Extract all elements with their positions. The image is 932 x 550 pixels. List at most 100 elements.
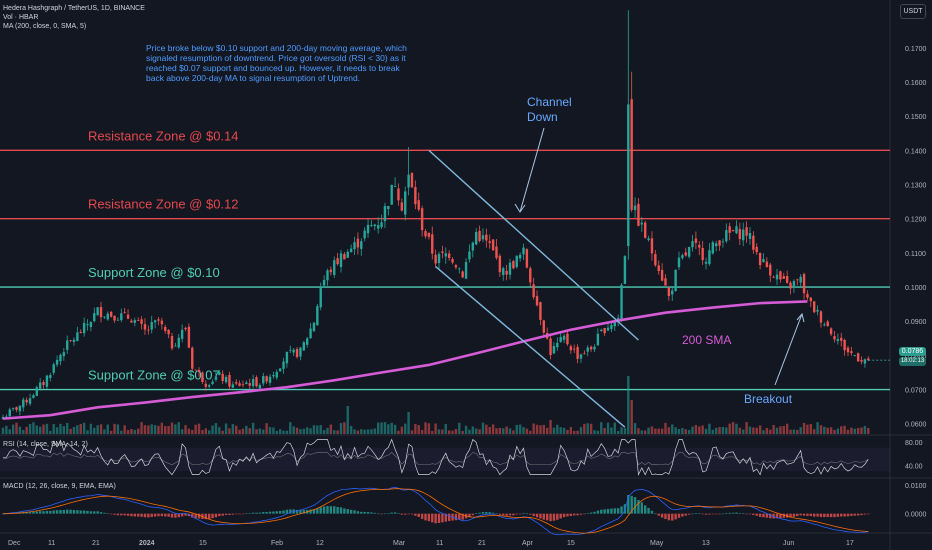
macd-hist-bar (164, 513, 167, 517)
volume-bar (25, 426, 28, 434)
candle-body (160, 320, 164, 325)
macd-hist-bar (779, 513, 782, 519)
macd-hist-bar (850, 513, 853, 516)
ma-legend: MA (200, close, 0, SMA, 5) (3, 23, 87, 30)
sma-label: 200 SMA (682, 333, 731, 347)
macd-hist-bar (583, 513, 586, 515)
candle-body (731, 230, 735, 232)
macd-hist-bar (481, 512, 485, 514)
candle-body (721, 241, 725, 243)
y-tick-label: 0.0600 (905, 422, 927, 429)
volume-bar (667, 427, 671, 434)
candle-body (813, 301, 816, 313)
candle-body (481, 235, 485, 240)
channel-arrow (519, 127, 545, 213)
macd-hist-bar (153, 513, 157, 517)
candle-body (586, 347, 589, 352)
volume-bar (742, 429, 745, 434)
candle-body (549, 338, 552, 356)
macd-hist-bar (191, 513, 194, 518)
x-tick-label: Jun (783, 540, 794, 547)
candle-body (431, 234, 434, 254)
volume-bar (38, 426, 42, 434)
macd-hist-bar (319, 507, 322, 514)
candle-body (292, 349, 295, 353)
macd-hist-bar (177, 513, 180, 518)
volume-bar (775, 427, 779, 434)
macd-hist-bar (593, 511, 596, 514)
candle-body (153, 320, 157, 323)
volume-bar (644, 430, 647, 434)
candle-body (552, 345, 556, 354)
volume-bar (826, 427, 829, 434)
volume-bar (623, 428, 627, 434)
macd-hist-bar (454, 513, 458, 521)
candle-body (69, 340, 72, 341)
candle-body (495, 246, 498, 258)
volume-bar (187, 428, 191, 434)
volume-bar (704, 428, 708, 434)
volume-bar (356, 430, 360, 434)
volume-bar (654, 428, 657, 434)
volume-bar (184, 425, 187, 434)
macd-hist-bar (542, 513, 545, 520)
volume-bar (52, 424, 55, 434)
volume-bar (434, 423, 437, 434)
macd-hist-bar (846, 513, 850, 517)
y-tick-label: 0.1600 (905, 80, 927, 87)
candle-body (461, 271, 464, 278)
candle-body (464, 261, 468, 279)
volume-bar (437, 429, 441, 434)
candle-body (137, 319, 140, 321)
candle-body (559, 337, 562, 342)
macd-hist-bar (255, 512, 258, 514)
macd-hist-bar (556, 513, 559, 520)
candle-body (103, 316, 106, 318)
macd-hist-bar (698, 513, 701, 514)
volume-bar (380, 422, 383, 434)
x-tick-label: Feb (271, 540, 283, 547)
candle-body (610, 324, 613, 329)
volume-bar (640, 430, 644, 434)
volume-bar (714, 427, 718, 434)
candle-body (799, 276, 802, 283)
candle-body (491, 239, 495, 251)
candle-body (508, 262, 512, 275)
candle-body (829, 328, 833, 335)
volume-bar (339, 423, 343, 434)
candle-body (133, 320, 137, 323)
macd-hist-bar (684, 513, 687, 516)
macd-hist-bar (268, 511, 272, 514)
volume-bar (785, 423, 789, 434)
candle-body (373, 224, 376, 227)
macd-hist-bar (758, 513, 762, 517)
macd-hist-bar (241, 513, 245, 515)
macd-hist-bar (45, 510, 49, 514)
candle-body (414, 187, 417, 205)
macd-hist-bar (309, 509, 312, 514)
candle-body (157, 319, 160, 321)
candle-body (62, 352, 66, 357)
volume-bar (116, 424, 120, 434)
volume-bar (235, 425, 238, 434)
macd-hist-bar (644, 505, 647, 514)
volume-bar (59, 423, 62, 434)
candle-body (694, 238, 698, 243)
macd-hist-bar (792, 513, 796, 517)
macd-hist-bar (704, 513, 708, 515)
candle-body (752, 235, 755, 250)
volume-bar (813, 429, 816, 434)
candle-body (542, 320, 545, 333)
candle-body (258, 384, 262, 389)
macd-tick-label: 0.0000 (905, 512, 927, 519)
currency-button[interactable]: USDT (900, 4, 926, 19)
volume-bar (251, 422, 255, 434)
macd-hist-bar (863, 513, 867, 515)
macd-hist-bar (218, 513, 221, 517)
macd-hist-bar (559, 513, 562, 519)
macd-hist-bar (640, 502, 644, 514)
candle-body (856, 353, 860, 362)
volume-bar (221, 430, 224, 434)
volume-bar (495, 428, 498, 434)
